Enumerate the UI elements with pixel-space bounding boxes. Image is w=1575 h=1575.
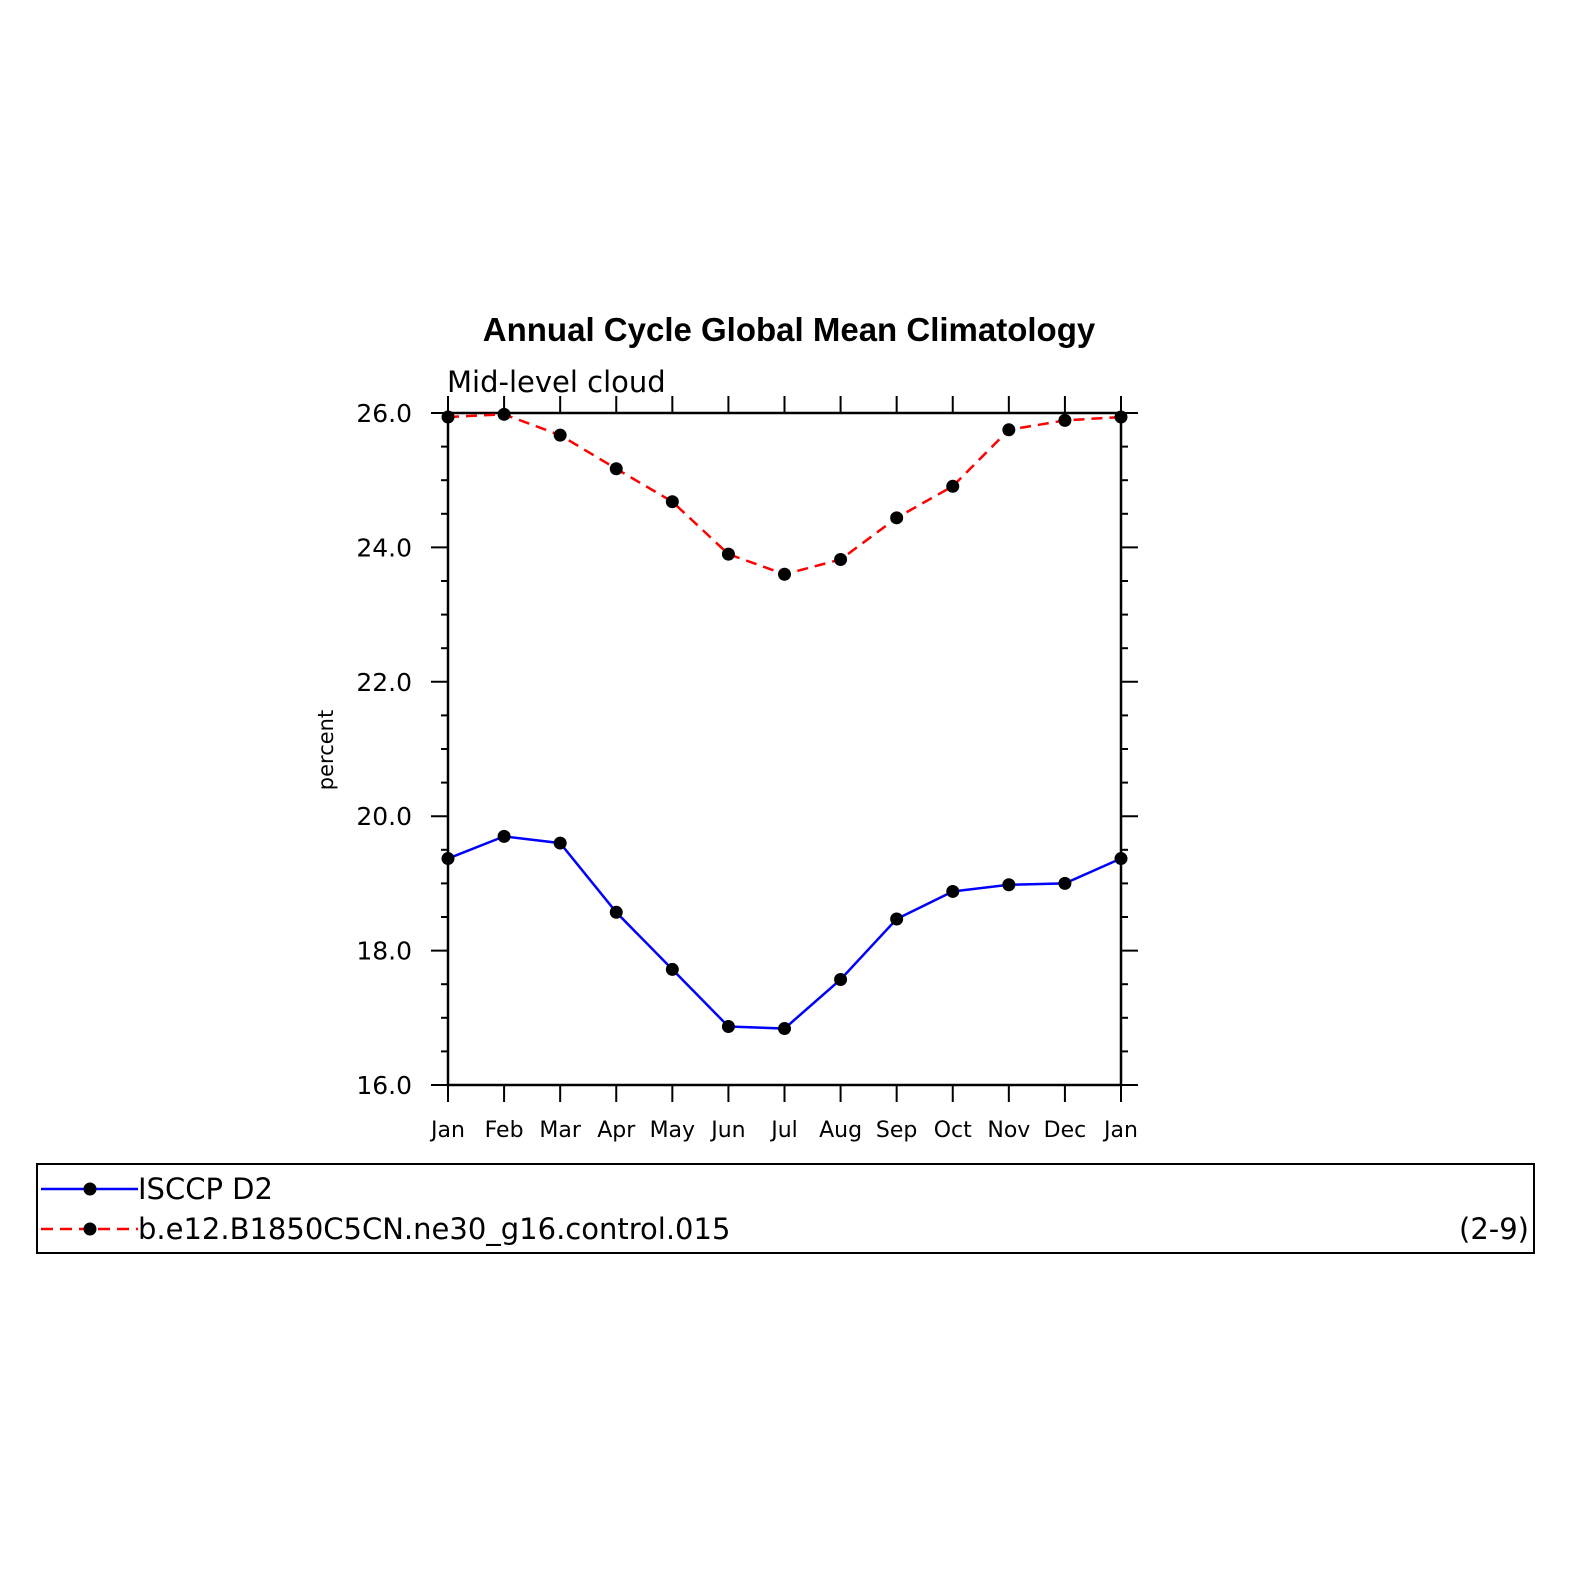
x-tick-label: Sep (876, 1118, 917, 1143)
series-1-point (665, 495, 679, 509)
x-tick-label: Dec (1044, 1118, 1087, 1143)
x-tick-label: Aug (819, 1118, 862, 1143)
x-tick-label: Mar (539, 1118, 581, 1143)
series-1-point (1002, 423, 1016, 437)
plot-frame (446, 411, 1123, 1087)
series-0-point (778, 1022, 791, 1036)
y-tick-label: 22.0 (356, 668, 412, 697)
series-lines (447, 413, 1122, 1030)
panel-label: (2-9) (1459, 1212, 1529, 1246)
y-tick-label: 16.0 (356, 1071, 412, 1100)
series-0-point (609, 905, 623, 919)
series-1-point (441, 410, 455, 424)
legend-label-isccp: ISCCP D2 (138, 1172, 273, 1206)
series-1-point (1058, 413, 1072, 427)
series-1-point (609, 462, 623, 476)
x-tick-label: Nov (987, 1118, 1030, 1143)
series-line-0 (447, 835, 1122, 1030)
legend-box (36, 1163, 1535, 1254)
legend: ISCCP D2 b.e12.B1850C5CN.ne30_g16.contro… (36, 1163, 1535, 1254)
x-tick-label: Jun (709, 1118, 745, 1143)
series-1-point (778, 567, 791, 581)
series-0-point (946, 884, 960, 898)
x-ticks: Jan Feb Mar Apr May Jun Jul Aug Sep Oct Nov Dec Jan (429, 396, 1138, 1143)
series-0-point (1114, 852, 1128, 866)
legend-label-model: b.e12.B1850C5CN.ne30_g16.control.015 (138, 1212, 730, 1246)
series-1-point (721, 547, 735, 561)
series-0-point (890, 912, 904, 926)
series-1-point (890, 511, 904, 525)
y-tick-label: 18.0 (356, 937, 412, 966)
series-0-point (1002, 878, 1016, 892)
series-1-point (553, 428, 567, 442)
series-0-point (665, 962, 679, 976)
x-tick-label: Jul (769, 1118, 798, 1143)
series-0-point (1058, 876, 1072, 890)
series-0-point (441, 852, 455, 866)
axes (446, 411, 1123, 1087)
series-1-point (834, 553, 848, 566)
series-0-point (834, 973, 848, 986)
series-0-point (721, 1020, 735, 1034)
y-tick-label: 24.0 (356, 533, 412, 562)
chart-subtitle: Mid-level cloud (447, 365, 666, 399)
x-tick-label: Feb (485, 1118, 524, 1143)
series-1-point (946, 479, 960, 493)
legend-marker-model (83, 1222, 97, 1236)
y-axis-label: percent (314, 710, 338, 790)
series-0-point (497, 829, 511, 843)
y-ticks: 16.0 18.0 20.0 22.0 24.0 26.0 (356, 399, 1138, 1100)
x-tick-label: Jan (429, 1118, 465, 1143)
series-1-point (1114, 410, 1128, 424)
y-tick-label: 26.0 (356, 399, 412, 428)
series-line-1 (447, 413, 1122, 576)
x-tick-label: Oct (934, 1118, 972, 1143)
series-1-point (497, 407, 511, 421)
x-tick-label: May (650, 1118, 695, 1143)
series-points (441, 407, 1128, 1036)
x-tick-label: Jan (1102, 1118, 1138, 1143)
y-tick-label: 20.0 (356, 802, 412, 831)
chart-title: Annual Cycle Global Mean Climatology (483, 311, 1096, 348)
x-tick-label: Apr (597, 1118, 636, 1143)
legend-marker-isccp (83, 1182, 97, 1196)
series-0-point (553, 836, 567, 850)
